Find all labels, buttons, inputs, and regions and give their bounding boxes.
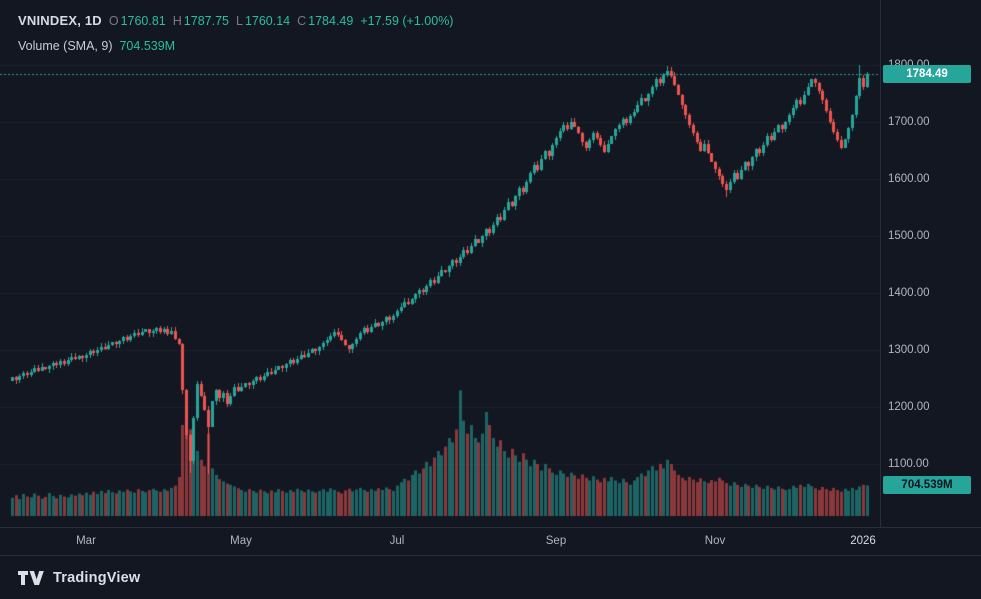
time-axis-label: May xyxy=(230,535,252,547)
price-axis-label: 1200.00 xyxy=(888,400,930,413)
time-axis-label: Nov xyxy=(704,535,726,547)
price-axis-label: 1100.00 xyxy=(888,457,929,470)
close-value: 1784.49 xyxy=(308,14,354,28)
close-key: C xyxy=(297,14,307,28)
high-value: 1787.75 xyxy=(183,14,229,28)
price-axis[interactable]: 1784.49 704.539M 1800.001700.001600.0015… xyxy=(880,0,981,527)
volume-indicator-value: 704.539M xyxy=(119,38,176,53)
price-axis-label: 1500.00 xyxy=(888,229,930,242)
symbol-legend-row: VNINDEX, 1D O 1760.81 H 1787.75 L 1760.1… xyxy=(18,14,453,28)
open-key: O xyxy=(108,14,119,28)
open-value: 1760.81 xyxy=(120,14,166,28)
tradingview-brand-text[interactable]: TradingView xyxy=(53,569,141,586)
low-value: 1760.14 xyxy=(244,14,291,28)
price-axis-label: 1700.00 xyxy=(888,115,930,128)
volume-value-badge: 704.539M xyxy=(883,476,971,494)
volume-legend-row: Volume (SMA, 9) 704.539M xyxy=(18,38,453,53)
time-axis-label: 2026 xyxy=(850,535,876,547)
low-key: L xyxy=(235,14,243,28)
last-price-badge: 1784.49 xyxy=(883,65,971,83)
time-axis-label: Mar xyxy=(76,535,96,547)
tradingview-logo-icon[interactable] xyxy=(18,570,44,585)
price-axis-label: 1300.00 xyxy=(888,343,930,356)
time-axis-label: Sep xyxy=(545,535,567,547)
price-axis-label: 1600.00 xyxy=(888,172,930,185)
price-axis-label: 1400.00 xyxy=(888,286,930,299)
chart-legend: VNINDEX, 1D O 1760.81 H 1787.75 L 1760.1… xyxy=(18,14,453,64)
time-axis[interactable]: Mar May Jul Sep Nov 2026 xyxy=(0,527,981,556)
price-chart-canvas[interactable] xyxy=(0,0,880,527)
high-key: H xyxy=(172,14,182,28)
bottom-toolbar: TradingView xyxy=(0,555,981,599)
time-axis-label: Jul xyxy=(389,535,405,547)
change-value: +17.59 (+1.00%) xyxy=(360,14,454,28)
volume-indicator-label[interactable]: Volume (SMA, 9) xyxy=(18,38,113,53)
symbol-title[interactable]: VNINDEX, 1D xyxy=(18,13,102,28)
